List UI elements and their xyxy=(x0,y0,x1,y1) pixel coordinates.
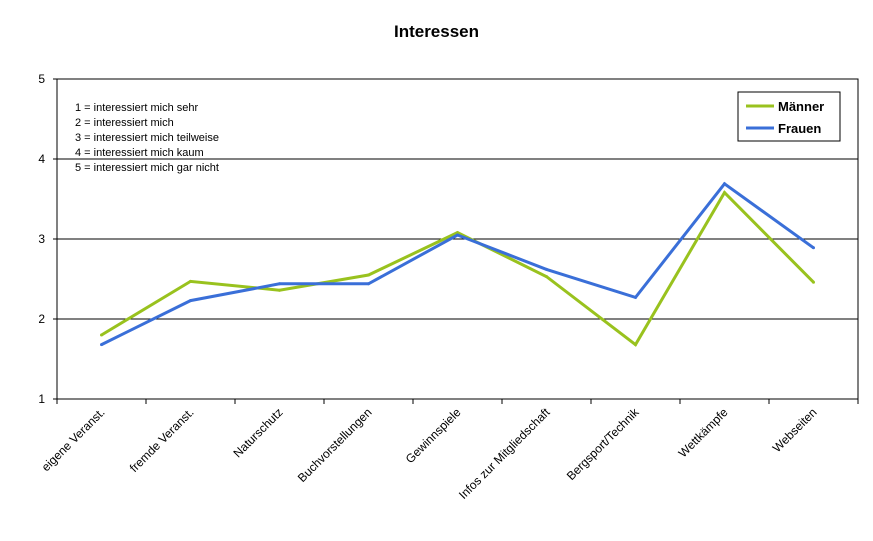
annotation-line: 1 = interessiert mich sehr xyxy=(75,102,199,114)
chart-title: Interessen xyxy=(393,22,480,41)
x-tick-label: Webseiten xyxy=(770,405,820,455)
x-tick-label: eigene Veranst. xyxy=(39,405,108,474)
data-point xyxy=(367,282,370,286)
data-point xyxy=(456,231,459,235)
x-tick-label: fremde Veranst. xyxy=(127,405,197,475)
data-point xyxy=(723,182,726,186)
data-point xyxy=(812,246,815,250)
data-point xyxy=(189,299,192,303)
data-point xyxy=(189,279,192,283)
annotation-line: 2 = interessiert mich xyxy=(75,117,174,129)
annotation-line: 3 = interessiert mich teilweise xyxy=(75,132,219,144)
y-tick-label: 4 xyxy=(38,152,45,166)
data-point xyxy=(456,233,459,237)
data-point xyxy=(545,267,548,271)
x-tick-label: Bergsport/Technik xyxy=(564,405,643,484)
annotation-line: 5 = interessiert mich gar nicht xyxy=(75,162,219,174)
annotation-line: 4 = interessiert mich kaum xyxy=(75,147,204,159)
data-point xyxy=(278,288,281,292)
data-point xyxy=(100,333,103,337)
x-tick-label: Gewinnspiele xyxy=(403,405,464,466)
data-point xyxy=(634,295,637,299)
legend-box xyxy=(737,91,841,142)
x-tick-label: Buchvorstellungen xyxy=(295,405,375,485)
legend-label: Frauen xyxy=(778,121,821,136)
y-tick-label: 3 xyxy=(38,232,45,246)
x-tick-label: Wettkämpfe xyxy=(676,405,731,460)
data-point xyxy=(812,280,815,284)
data-point xyxy=(278,282,281,286)
x-tick-label: Infos zur Mitgliedschaft xyxy=(456,405,553,502)
data-point xyxy=(545,275,548,279)
data-point xyxy=(634,343,637,347)
y-tick-label: 1 xyxy=(38,392,45,406)
y-tick-label: 5 xyxy=(38,72,45,86)
data-point xyxy=(367,273,370,277)
data-point xyxy=(100,343,103,347)
legend-label: Männer xyxy=(778,99,824,114)
data-point xyxy=(723,191,726,195)
y-tick-label: 2 xyxy=(38,312,45,326)
x-tick-label: Naturschutz xyxy=(230,405,285,460)
